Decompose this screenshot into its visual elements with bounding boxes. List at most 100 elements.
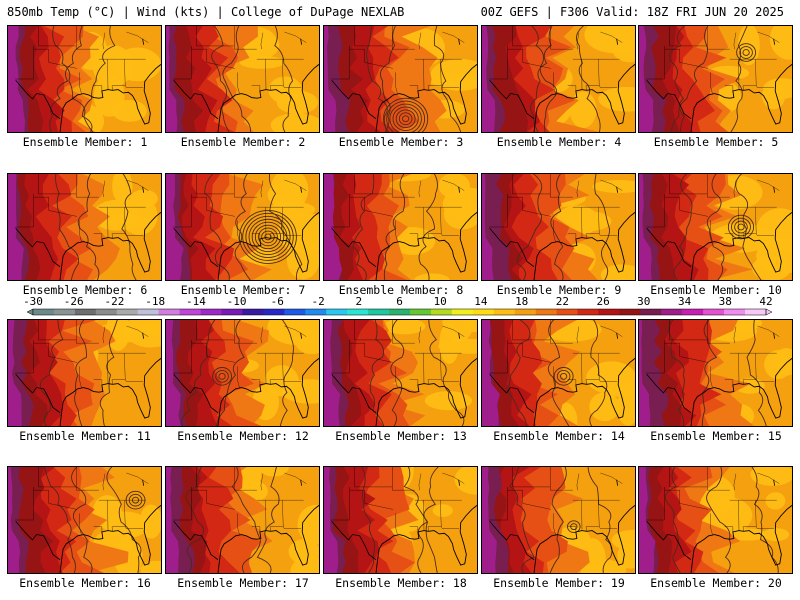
state-border [710,366,713,388]
gulf-coastline [59,64,161,132]
state-border [15,45,34,80]
state-border [79,72,82,94]
state-border [707,45,730,50]
ensemble-member-label: Ensemble Member: 6 [22,283,148,297]
state-border [283,379,302,382]
colorbar-tick-label: 14 [474,295,488,308]
colorbar-tick-label: -14 [186,295,206,308]
state-border [512,320,551,341]
state-border [111,500,126,532]
closed-contour [739,46,753,59]
colorbar-swatch [409,309,432,315]
height-contour [664,467,681,573]
state-border [237,72,240,94]
state-border [567,233,577,239]
wind-barb-icon [142,479,145,486]
ensemble-map [639,174,792,280]
closed-contour [218,372,226,380]
state-border [392,339,415,344]
height-contour [746,320,767,426]
state-border [756,233,775,236]
temperature-shade [424,391,473,411]
temperature-shade [737,26,760,66]
state-border [550,486,573,491]
state-border [38,26,77,47]
state-border [395,513,398,535]
state-border [93,233,103,239]
state-border [576,473,580,491]
temperature-shade [639,174,652,280]
state-border [125,85,144,88]
height-contour [668,320,685,426]
colorbar-swatch [703,309,725,315]
ensemble-map-panel [165,173,320,281]
temperature-shade [443,198,477,230]
state-border [111,59,126,91]
temperature-shade [600,264,635,280]
state-border [395,220,398,242]
height-contour [181,320,216,426]
temperature-shade [586,361,635,394]
mexico-border [489,521,535,561]
height-contour [576,26,601,132]
state-border [33,489,77,510]
state-border [173,193,192,228]
state-border [392,45,415,50]
state-border [284,472,307,484]
colorbar-swatch [389,309,411,315]
temperature-shade [166,467,179,573]
state-border [93,526,103,532]
temperature-shade [454,467,477,495]
ensemble-member-label: Ensemble Member: 16 [19,576,151,590]
ensemble-member-label: Ensemble Member: 3 [338,135,464,149]
colorbar-swatch [33,309,55,315]
temperature-shade [430,58,477,91]
height-contour [390,320,405,426]
state-border [553,366,556,388]
height-contour [517,174,543,280]
state-border [38,174,77,195]
state-border [418,326,422,344]
temperature-shade [166,26,178,132]
ensemble-map [324,26,477,132]
temperature-shade [8,320,22,426]
height-contour [550,174,564,280]
state-border [427,500,442,532]
ensemble-map-panel [323,319,478,427]
temperature-shade [276,90,319,114]
state-border [331,486,350,521]
ensemble-map [166,174,319,280]
ensemble-member-label: Ensemble Member: 13 [335,429,467,443]
colorbar-frame [32,308,767,316]
colorbar-tick-label: -18 [145,295,165,308]
state-border [507,489,551,510]
ensemble-member-label: Ensemble Member: 11 [19,429,151,443]
wind-barb-icon [773,479,776,486]
state-border [191,196,235,217]
state-border [600,179,623,191]
temperature-shade [482,467,497,573]
closed-contour [261,230,275,244]
mexico-border [173,374,219,414]
ensemble-map [166,26,319,132]
mexico-border [331,521,377,561]
height-contour [234,174,251,280]
closed-contour [727,214,755,240]
closed-contour [251,221,285,253]
state-border [707,339,730,344]
temperature-shade [598,86,635,112]
ensemble-map-panel [7,173,162,281]
state-border [260,32,264,50]
height-contour [547,320,570,426]
height-contour [52,26,94,132]
state-border [102,473,106,491]
colorbar-swatch [221,309,243,315]
wind-barb-icon [142,332,145,339]
gulf-coastline [533,212,635,280]
gulf-coastline [690,505,792,573]
state-border [354,467,393,488]
temperature-shade [432,504,453,517]
ensemble-map [482,174,635,280]
state-border [260,326,264,344]
temperature-shade [145,322,161,337]
